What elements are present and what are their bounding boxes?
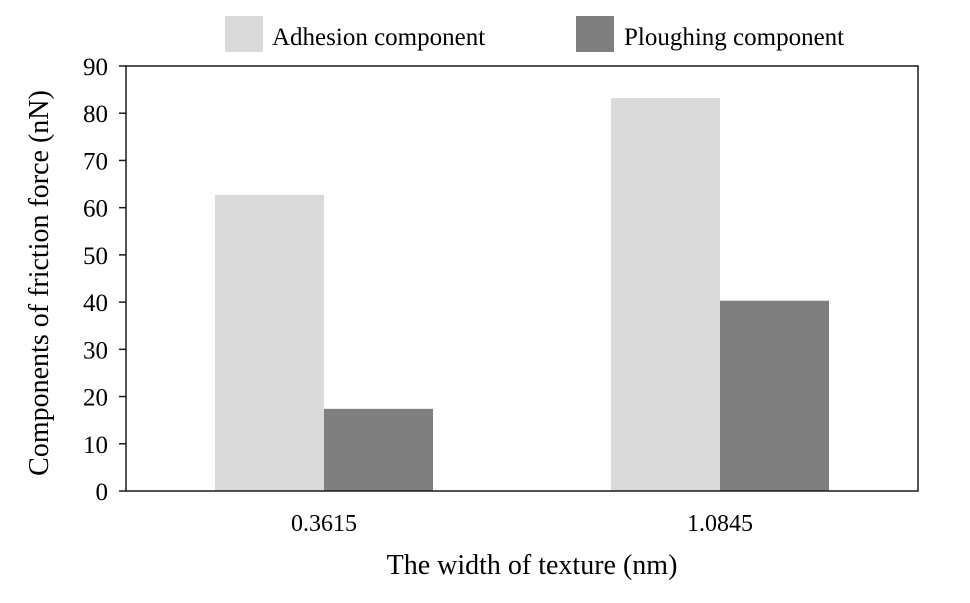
y-tick-label: 80 [83,101,108,128]
x-tick-label: 1.0845 [687,511,753,537]
bar-ploughing-0 [324,408,433,491]
plot-area: 0.3615 1.0845 0 10 20 30 40 50 60 70 80 90 [83,54,919,537]
bar-adhesion-1 [611,98,720,491]
y-tick-label: 30 [83,337,108,364]
y-tick-label: 60 [83,196,108,223]
plot-frame [125,65,919,492]
y-axis-title: Components of friction force (nN) [24,90,55,476]
y-tick-label: 20 [83,385,108,412]
bar-adhesion-0 [215,194,324,491]
x-tick-label: 0.3615 [291,511,357,537]
legend-label-adhesion: Adhesion component [272,24,485,51]
legend: Adhesion component Ploughing component [225,16,844,52]
x-axis-title: The width of texture (nm) [387,550,678,581]
y-tick-label: 90 [83,54,108,81]
y-tick-label: 10 [83,432,108,459]
y-tick-label: 50 [83,243,108,270]
y-tick-label: 0 [96,479,109,506]
y-tick-label: 70 [83,148,108,175]
y-tick-label: 40 [83,290,108,317]
bar-ploughing-1 [720,300,829,491]
legend-label-ploughing: Ploughing component [624,24,844,51]
legend-swatch-ploughing [576,16,614,52]
legend-swatch-adhesion [225,16,263,52]
